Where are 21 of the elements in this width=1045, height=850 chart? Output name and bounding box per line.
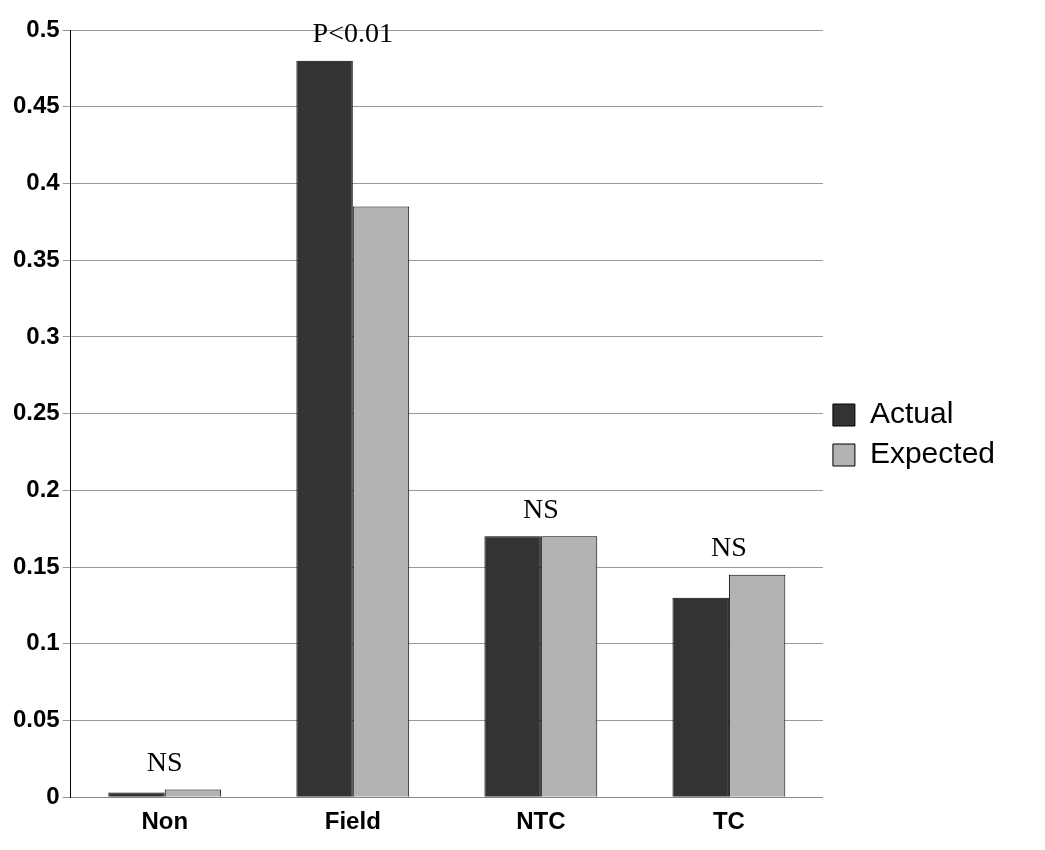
y-tick-label: 0.15	[12, 551, 60, 579]
x-tick-label: Field	[324, 807, 381, 835]
x-tick-label: NTC	[516, 807, 566, 835]
annotation: NS	[522, 492, 559, 524]
y-tick-label: 0.05	[12, 705, 60, 733]
annotation: NS	[146, 745, 183, 777]
y-tick-label: 0.35	[12, 244, 60, 272]
y-tick-label: 0.45	[12, 91, 60, 119]
x-tick-label: Non	[141, 807, 189, 835]
y-tick-label: 0	[46, 781, 60, 809]
legend-label: Expected	[869, 436, 996, 470]
x-tick-label: TC	[712, 807, 745, 835]
annotation: P<0.01	[312, 17, 393, 49]
y-tick-label: 0.5	[26, 14, 60, 42]
y-tick-label: 0.3	[26, 321, 60, 349]
y-tick-label: 0.2	[26, 474, 60, 502]
legend-label: Actual	[869, 396, 954, 430]
annotation: NS	[710, 531, 747, 563]
y-tick-label: 0.1	[26, 628, 60, 656]
y-tick-label: 0.25	[12, 398, 60, 426]
y-tick-label: 0.4	[26, 168, 61, 196]
